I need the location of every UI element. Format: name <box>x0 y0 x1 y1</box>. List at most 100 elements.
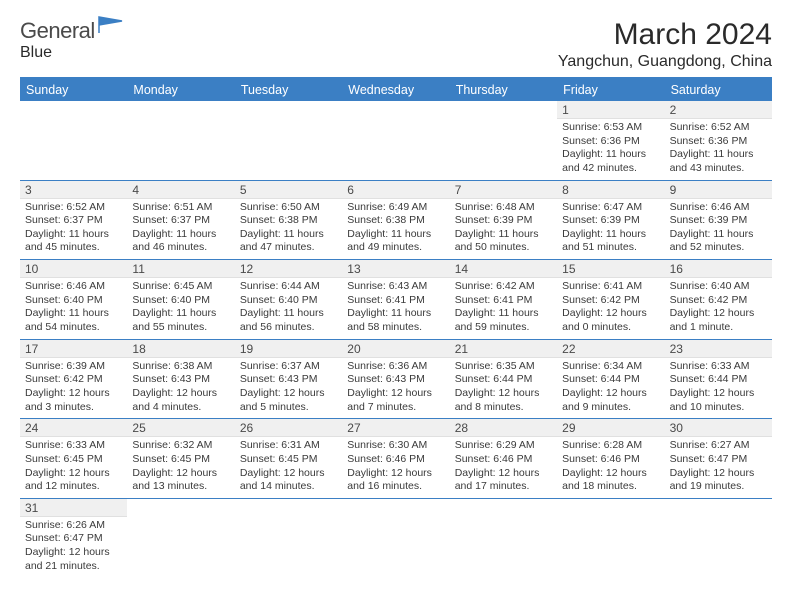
daylight-line: Daylight: 11 hours and 43 minutes. <box>670 148 767 175</box>
daylight-line: Daylight: 12 hours and 16 minutes. <box>347 467 444 494</box>
day-cell: 29Sunrise: 6:28 AMSunset: 6:46 PMDayligh… <box>557 419 664 499</box>
daylight-line: Daylight: 12 hours and 14 minutes. <box>240 467 337 494</box>
day-header-saturday: Saturday <box>665 79 772 101</box>
day-number: 1 <box>557 101 664 119</box>
day-info: Sunrise: 6:37 AMSunset: 6:43 PMDaylight:… <box>235 358 342 417</box>
sunrise-line: Sunrise: 6:29 AM <box>455 439 552 453</box>
day-info: Sunrise: 6:49 AMSunset: 6:38 PMDaylight:… <box>342 199 449 258</box>
day-info: Sunrise: 6:27 AMSunset: 6:47 PMDaylight:… <box>665 437 772 496</box>
sunrise-line: Sunrise: 6:42 AM <box>455 280 552 294</box>
day-info: Sunrise: 6:30 AMSunset: 6:46 PMDaylight:… <box>342 437 449 496</box>
sunrise-line: Sunrise: 6:33 AM <box>670 360 767 374</box>
day-cell: 12Sunrise: 6:44 AMSunset: 6:40 PMDayligh… <box>235 260 342 340</box>
daylight-line: Daylight: 11 hours and 55 minutes. <box>132 307 229 334</box>
daylight-line: Daylight: 12 hours and 19 minutes. <box>670 467 767 494</box>
day-cell: 5Sunrise: 6:50 AMSunset: 6:38 PMDaylight… <box>235 181 342 261</box>
daylight-line: Daylight: 11 hours and 45 minutes. <box>25 228 122 255</box>
sunset-line: Sunset: 6:37 PM <box>25 214 122 228</box>
sunrise-line: Sunrise: 6:27 AM <box>670 439 767 453</box>
sunset-line: Sunset: 6:36 PM <box>670 135 767 149</box>
month-title: March 2024 <box>558 18 772 52</box>
sunrise-line: Sunrise: 6:52 AM <box>25 201 122 215</box>
sunset-line: Sunset: 6:44 PM <box>670 373 767 387</box>
day-info: Sunrise: 6:43 AMSunset: 6:41 PMDaylight:… <box>342 278 449 337</box>
empty-cell <box>235 499 342 578</box>
day-info: Sunrise: 6:38 AMSunset: 6:43 PMDaylight:… <box>127 358 234 417</box>
day-cell: 27Sunrise: 6:30 AMSunset: 6:46 PMDayligh… <box>342 419 449 499</box>
day-number: 24 <box>20 419 127 437</box>
sunrise-line: Sunrise: 6:28 AM <box>562 439 659 453</box>
daylight-line: Daylight: 12 hours and 13 minutes. <box>132 467 229 494</box>
sunset-line: Sunset: 6:41 PM <box>347 294 444 308</box>
daylight-line: Daylight: 12 hours and 9 minutes. <box>562 387 659 414</box>
day-cell: 19Sunrise: 6:37 AMSunset: 6:43 PMDayligh… <box>235 340 342 420</box>
sunrise-line: Sunrise: 6:26 AM <box>25 519 122 533</box>
day-number: 11 <box>127 260 234 278</box>
day-cell: 15Sunrise: 6:41 AMSunset: 6:42 PMDayligh… <box>557 260 664 340</box>
empty-cell <box>665 499 772 578</box>
day-number: 20 <box>342 340 449 358</box>
daylight-line: Daylight: 12 hours and 17 minutes. <box>455 467 552 494</box>
daylight-line: Daylight: 12 hours and 8 minutes. <box>455 387 552 414</box>
sunset-line: Sunset: 6:43 PM <box>132 373 229 387</box>
sunset-line: Sunset: 6:44 PM <box>455 373 552 387</box>
day-cell: 17Sunrise: 6:39 AMSunset: 6:42 PMDayligh… <box>20 340 127 420</box>
day-number: 5 <box>235 181 342 199</box>
sunset-line: Sunset: 6:46 PM <box>455 453 552 467</box>
day-info: Sunrise: 6:53 AMSunset: 6:36 PMDaylight:… <box>557 119 664 178</box>
logo-text-2: Blue <box>20 44 124 62</box>
day-info: Sunrise: 6:42 AMSunset: 6:41 PMDaylight:… <box>450 278 557 337</box>
day-cell: 30Sunrise: 6:27 AMSunset: 6:47 PMDayligh… <box>665 419 772 499</box>
day-info: Sunrise: 6:31 AMSunset: 6:45 PMDaylight:… <box>235 437 342 496</box>
daylight-line: Daylight: 11 hours and 59 minutes. <box>455 307 552 334</box>
sunset-line: Sunset: 6:45 PM <box>132 453 229 467</box>
calendar-body: 1Sunrise: 6:53 AMSunset: 6:36 PMDaylight… <box>20 101 772 577</box>
day-cell: 21Sunrise: 6:35 AMSunset: 6:44 PMDayligh… <box>450 340 557 420</box>
empty-cell <box>342 499 449 578</box>
sunrise-line: Sunrise: 6:38 AM <box>132 360 229 374</box>
daylight-line: Daylight: 11 hours and 50 minutes. <box>455 228 552 255</box>
day-cell: 23Sunrise: 6:33 AMSunset: 6:44 PMDayligh… <box>665 340 772 420</box>
daylight-line: Daylight: 11 hours and 49 minutes. <box>347 228 444 255</box>
daylight-line: Daylight: 11 hours and 47 minutes. <box>240 228 337 255</box>
sunrise-line: Sunrise: 6:36 AM <box>347 360 444 374</box>
sunset-line: Sunset: 6:39 PM <box>455 214 552 228</box>
page-header: General Blue March 2024 Yangchun, Guangd… <box>20 18 772 71</box>
day-number: 14 <box>450 260 557 278</box>
day-number: 10 <box>20 260 127 278</box>
sunrise-line: Sunrise: 6:31 AM <box>240 439 337 453</box>
day-cell: 8Sunrise: 6:47 AMSunset: 6:39 PMDaylight… <box>557 181 664 261</box>
day-info: Sunrise: 6:51 AMSunset: 6:37 PMDaylight:… <box>127 199 234 258</box>
day-number: 30 <box>665 419 772 437</box>
day-info: Sunrise: 6:29 AMSunset: 6:46 PMDaylight:… <box>450 437 557 496</box>
empty-cell <box>557 499 664 578</box>
day-cell: 1Sunrise: 6:53 AMSunset: 6:36 PMDaylight… <box>557 101 664 181</box>
sunset-line: Sunset: 6:47 PM <box>670 453 767 467</box>
day-cell: 22Sunrise: 6:34 AMSunset: 6:44 PMDayligh… <box>557 340 664 420</box>
day-number: 27 <box>342 419 449 437</box>
sunset-line: Sunset: 6:36 PM <box>562 135 659 149</box>
daylight-line: Daylight: 11 hours and 52 minutes. <box>670 228 767 255</box>
day-info: Sunrise: 6:52 AMSunset: 6:36 PMDaylight:… <box>665 119 772 178</box>
day-number: 3 <box>20 181 127 199</box>
daylight-line: Daylight: 12 hours and 12 minutes. <box>25 467 122 494</box>
sunrise-line: Sunrise: 6:37 AM <box>240 360 337 374</box>
day-cell: 2Sunrise: 6:52 AMSunset: 6:36 PMDaylight… <box>665 101 772 181</box>
day-number: 28 <box>450 419 557 437</box>
calendar-header-row: SundayMondayTuesdayWednesdayThursdayFrid… <box>20 79 772 101</box>
sunrise-line: Sunrise: 6:49 AM <box>347 201 444 215</box>
sunrise-line: Sunrise: 6:30 AM <box>347 439 444 453</box>
sunset-line: Sunset: 6:40 PM <box>25 294 122 308</box>
day-info: Sunrise: 6:39 AMSunset: 6:42 PMDaylight:… <box>20 358 127 417</box>
sunrise-line: Sunrise: 6:46 AM <box>25 280 122 294</box>
day-number: 4 <box>127 181 234 199</box>
day-number: 31 <box>20 499 127 517</box>
sunrise-line: Sunrise: 6:50 AM <box>240 201 337 215</box>
day-info: Sunrise: 6:40 AMSunset: 6:42 PMDaylight:… <box>665 278 772 337</box>
daylight-line: Daylight: 12 hours and 4 minutes. <box>132 387 229 414</box>
daylight-line: Daylight: 11 hours and 56 minutes. <box>240 307 337 334</box>
day-number: 12 <box>235 260 342 278</box>
daylight-line: Daylight: 11 hours and 46 minutes. <box>132 228 229 255</box>
sunset-line: Sunset: 6:41 PM <box>455 294 552 308</box>
day-info: Sunrise: 6:35 AMSunset: 6:44 PMDaylight:… <box>450 358 557 417</box>
